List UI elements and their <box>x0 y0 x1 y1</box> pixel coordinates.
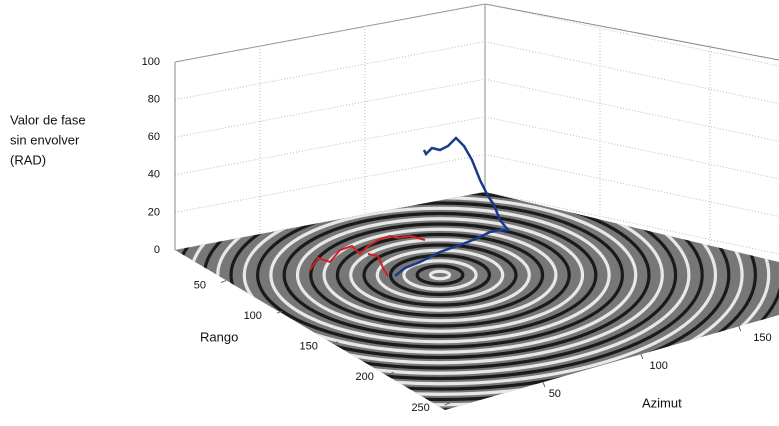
x-tick-label: 200 <box>355 371 373 383</box>
x-tick-label: 250 <box>411 402 429 414</box>
y-tick-label: 100 <box>649 360 667 372</box>
z-tick-label: 0 <box>154 244 160 256</box>
grid-line <box>175 79 485 137</box>
z-tick-label: 80 <box>148 94 160 106</box>
grid-line <box>485 117 779 179</box>
x-label: Rango <box>200 329 238 344</box>
box-edge <box>175 4 779 62</box>
grid-line <box>485 42 779 104</box>
grid-line <box>175 42 485 100</box>
page: {"chart_data": {"type": "surface3d", "zl… <box>0 0 779 426</box>
z-tick-label: 100 <box>142 56 160 68</box>
z-tick-label: 20 <box>148 206 160 218</box>
z-tick-label: 60 <box>148 131 160 143</box>
y-tick <box>641 354 643 359</box>
z-tick-label: 40 <box>148 169 160 181</box>
y-tick <box>543 382 545 387</box>
z-label: sin envolver <box>10 132 80 147</box>
grid-line <box>175 117 485 175</box>
x-tick-label: 150 <box>300 341 318 353</box>
z-label: Valor de fase <box>10 112 86 127</box>
y-tick <box>739 326 741 331</box>
x-tick-label: 100 <box>244 310 262 322</box>
x-tick <box>221 281 226 283</box>
y-label: Azimut <box>642 395 682 410</box>
y-tick-label: 150 <box>753 332 771 344</box>
z-label: (RAD) <box>10 152 46 167</box>
x-tick-label: 50 <box>194 279 206 291</box>
grid-line <box>485 79 779 141</box>
y-tick-label: 50 <box>549 388 561 400</box>
surface <box>98 140 779 415</box>
chart: Valor de fase sin envolver (RAD) Rango A… <box>0 0 779 426</box>
grid-line <box>485 4 779 66</box>
